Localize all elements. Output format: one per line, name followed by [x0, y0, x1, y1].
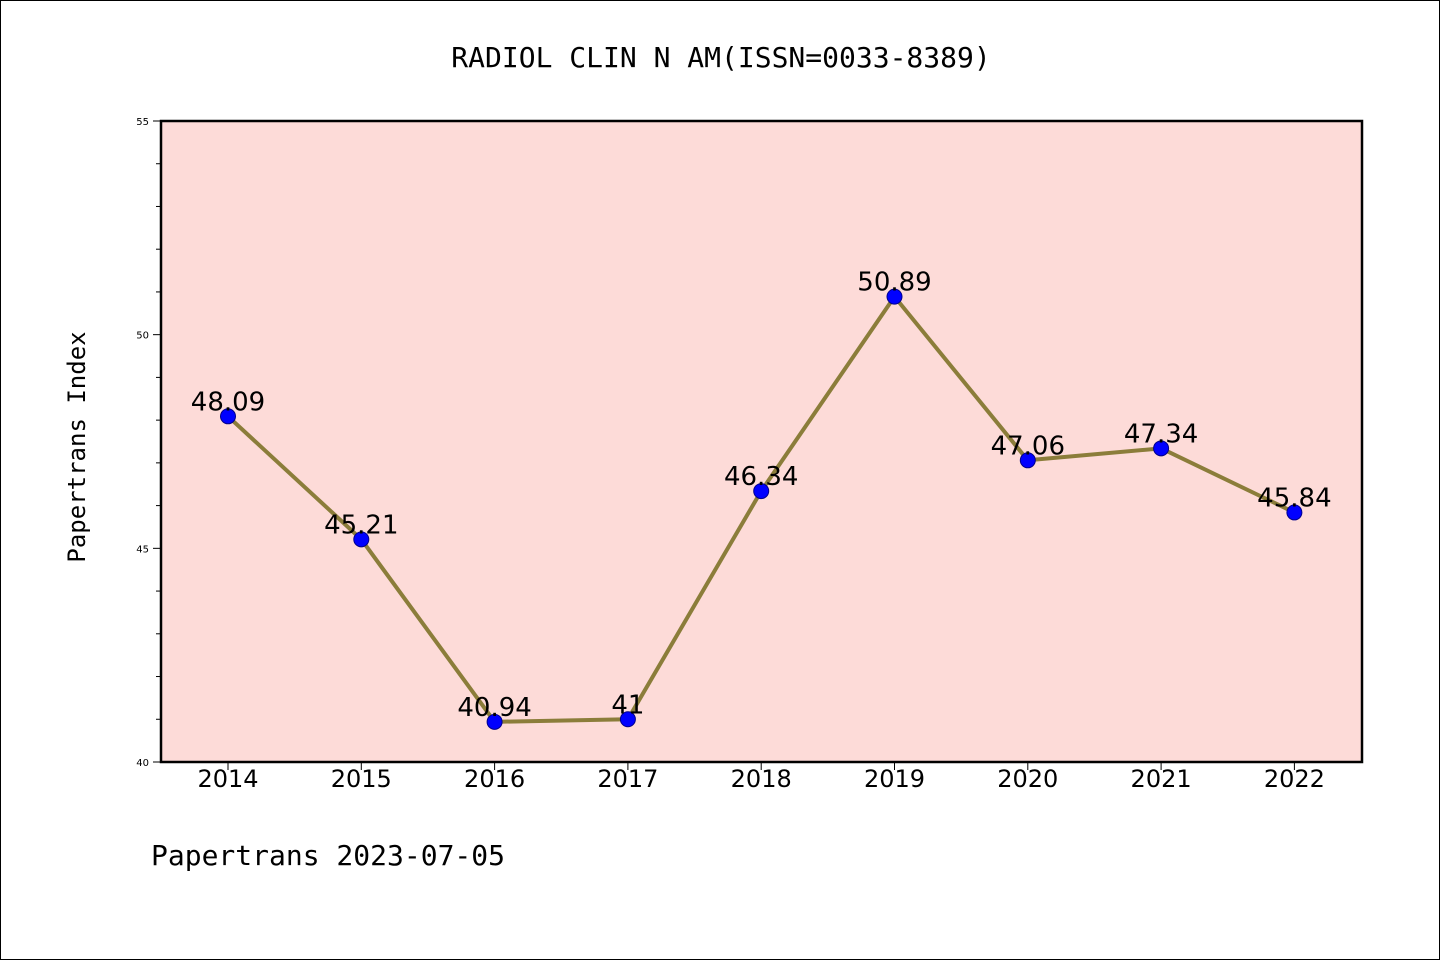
y-tick-label: 40: [136, 758, 149, 769]
footer-text: Papertrans 2023-07-05: [151, 839, 505, 872]
x-tick-label: 2018: [731, 765, 792, 793]
y-axis-label: Papertrans Index: [63, 331, 91, 562]
data-label: 46.34: [724, 462, 798, 492]
data-label: 41: [611, 690, 644, 720]
y-tick-label: 50: [136, 331, 149, 342]
data-point: [1153, 440, 1170, 457]
data-point: [1019, 452, 1036, 469]
y-tick-label: 55: [136, 117, 149, 128]
y-tick-label: 45: [136, 544, 149, 555]
x-tick-label: 2020: [997, 765, 1058, 793]
data-label: 45.21: [324, 510, 398, 540]
data-point: [1286, 504, 1303, 521]
data-point: [619, 711, 636, 728]
data-points: [220, 288, 1303, 730]
data-labels: 48.09 45.21 40.94 41 46.34 50.89 47.06 47.34 45.…: [191, 268, 1332, 723]
x-tick-label: 2015: [331, 765, 392, 793]
axis-ticks: 40 45 50 55 2014 2015 2016 2017 2018 2019 2020 2021…: [136, 117, 1325, 793]
data-label: 48.09: [191, 387, 265, 417]
data-label: 40.94: [457, 693, 531, 723]
x-tick-label: 2019: [864, 765, 925, 793]
data-label: 45.84: [1257, 483, 1331, 513]
data-point: [353, 531, 370, 548]
data-label: 47.34: [1124, 419, 1198, 449]
data-point: [220, 408, 236, 425]
data-label: 47.06: [991, 431, 1065, 461]
x-tick-label: 2017: [597, 765, 658, 793]
data-point: [753, 483, 770, 500]
chart-title: RADIOL CLIN N AM(ISSN=0033-8389): [451, 41, 990, 74]
data-point: [886, 288, 903, 305]
x-tick-label: 2016: [464, 765, 525, 793]
x-tick-label: 2014: [197, 765, 258, 793]
data-label: 50.89: [857, 268, 931, 298]
x-tick-label: 2022: [1264, 765, 1325, 793]
data-point: [486, 713, 503, 730]
x-tick-label: 2021: [1131, 765, 1192, 793]
